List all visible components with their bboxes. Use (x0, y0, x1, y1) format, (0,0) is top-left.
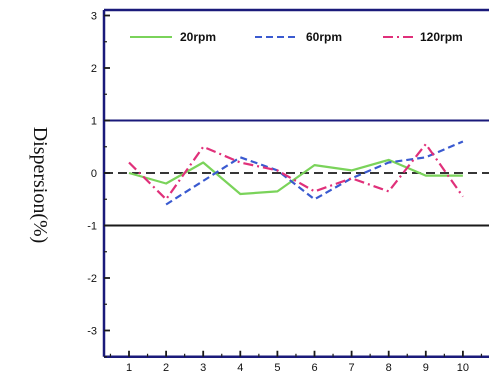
legend-label-20rpm: 20rpm (180, 30, 216, 44)
y-tick-label: 3 (91, 11, 97, 23)
series-line-120rpm (128, 143, 464, 201)
x-tick-label: 10 (457, 362, 469, 374)
y-tick-label: -2 (87, 273, 97, 285)
x-tick-label: 4 (237, 362, 243, 374)
y-tick-label: -1 (87, 221, 97, 233)
x-tick-label: 8 (386, 362, 392, 374)
series-line-20rpm (128, 158, 463, 196)
y-tick-label: 2 (91, 63, 97, 75)
x-tick-label: 6 (311, 362, 317, 374)
y-tick-label: 1 (91, 116, 97, 128)
x-tick-label: 3 (200, 362, 206, 374)
legend-label-120rpm: 120rpm (420, 30, 463, 44)
x-tick-label: 1 (126, 362, 132, 374)
legend-label-60rpm: 60rpm (306, 30, 342, 44)
y-tick-label: -3 (87, 326, 97, 338)
y-tick-label: 0 (91, 168, 97, 180)
x-tick-label: 5 (274, 362, 280, 374)
x-tick-label: 2 (163, 362, 169, 374)
x-tick-label: 9 (423, 362, 429, 374)
x-tick-label: 7 (349, 362, 355, 374)
series-line-60rpm (165, 140, 464, 206)
y-axis-label: Dispersion(%) (29, 127, 51, 244)
